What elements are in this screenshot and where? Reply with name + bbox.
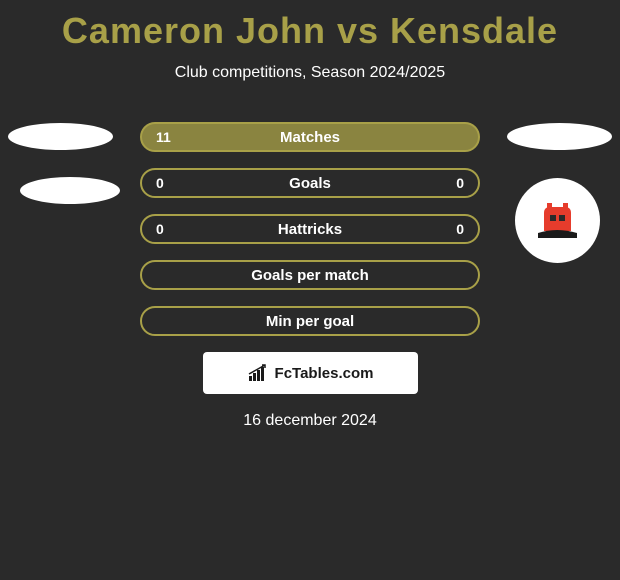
stat-label: Min per goal (266, 313, 354, 330)
page-title: Cameron John vs Kensdale (0, 0, 620, 52)
stat-label: Goals (289, 175, 331, 192)
stat-left-value: 11 (156, 129, 176, 145)
stat-row-goals: 0 Goals 0 (140, 168, 480, 198)
player-left-avatar-2 (20, 177, 120, 204)
stat-row-hattricks: 0 Hattricks 0 (140, 214, 480, 244)
player-right-avatar-1 (507, 123, 612, 150)
player-left-avatar-1 (8, 123, 113, 150)
brand-badge: FcTables.com (203, 352, 418, 394)
stat-row-min-per-goal: Min per goal (140, 306, 480, 336)
player-right-avatar-2 (515, 178, 600, 263)
stat-left-value: 0 (156, 221, 176, 237)
stat-label: Matches (280, 129, 340, 146)
chart-icon (247, 364, 269, 382)
brand-text: FcTables.com (275, 365, 374, 382)
stat-right-value: 0 (444, 175, 464, 191)
stat-label: Goals per match (251, 267, 369, 284)
stat-row-goals-per-match: Goals per match (140, 260, 480, 290)
page-subtitle: Club competitions, Season 2024/2025 (0, 64, 620, 82)
stat-row-matches: 11 Matches (140, 122, 480, 152)
stat-label: Hattricks (278, 221, 342, 238)
date-text: 16 december 2024 (0, 412, 620, 430)
stat-left-value: 0 (156, 175, 176, 191)
stat-right-value: 0 (444, 221, 464, 237)
team-logo-icon (530, 193, 585, 248)
